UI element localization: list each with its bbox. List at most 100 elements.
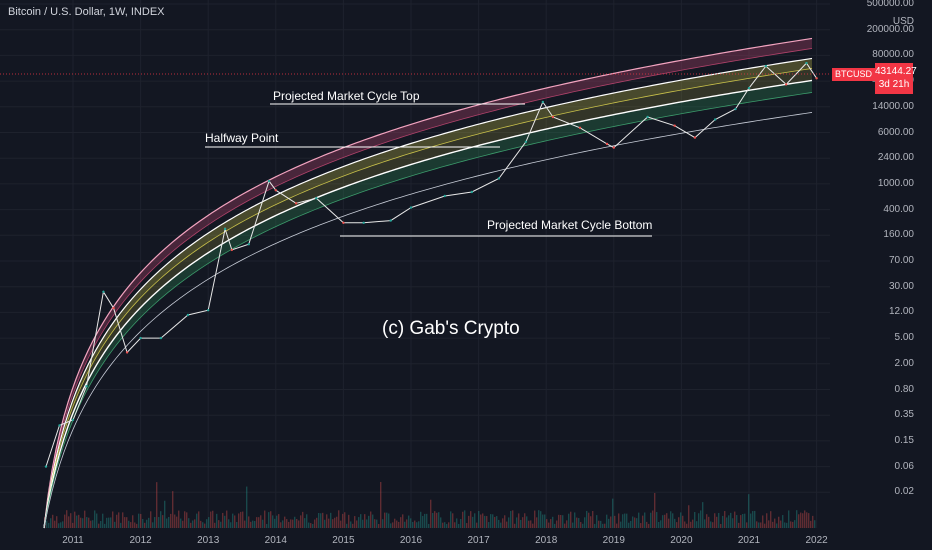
volume-bar — [616, 523, 618, 528]
volume-bar — [380, 481, 382, 528]
volume-bar — [568, 513, 570, 528]
volume-bar — [420, 511, 422, 528]
volume-bar — [402, 514, 404, 528]
symbol-tag: BTCUSD — [832, 68, 876, 81]
volume-bar — [408, 515, 410, 528]
volume-bar — [218, 520, 220, 528]
volume-bar — [62, 521, 64, 528]
time-tick-label: 2013 — [197, 535, 220, 546]
volume-bar — [526, 516, 528, 528]
volume-bar — [796, 510, 798, 528]
volume-bar — [736, 515, 738, 528]
price-point — [223, 227, 227, 231]
volume-bar — [78, 514, 80, 528]
price-axis-unit: USD — [892, 16, 914, 27]
price-tick-label: 30.00 — [888, 280, 914, 292]
volume-bar — [120, 522, 122, 528]
time-tick-label: 2016 — [399, 535, 423, 546]
volume-bar — [342, 513, 344, 528]
price-point — [605, 142, 609, 146]
volume-bar — [102, 513, 104, 528]
volume-bar — [464, 510, 466, 528]
price-point — [125, 351, 129, 354]
price-point — [112, 306, 115, 310]
volume-bar — [686, 523, 688, 528]
volume-bar — [198, 511, 200, 528]
volume-bar — [248, 516, 250, 528]
volume-bar — [246, 486, 248, 528]
volume-bar — [314, 519, 316, 528]
volume-bar — [592, 511, 594, 528]
price-tick-label: 2400.00 — [877, 152, 914, 164]
price-point — [247, 243, 250, 246]
volume-bar — [112, 511, 114, 528]
volume-bar — [242, 511, 244, 528]
volume-bar — [570, 511, 572, 528]
price-point — [207, 309, 210, 312]
volume-bar — [756, 521, 758, 528]
volume-bar — [696, 521, 698, 528]
volume-bar — [64, 514, 66, 528]
volume-bar — [238, 513, 240, 528]
price-point — [784, 83, 788, 86]
volume-bar — [304, 518, 306, 528]
volume-bar — [114, 521, 116, 528]
volume-bar — [376, 519, 378, 528]
volume-bar — [152, 522, 154, 528]
price-point — [58, 424, 61, 427]
volume-bar — [450, 511, 452, 528]
volume-bar — [256, 517, 258, 528]
volume-bar — [634, 517, 636, 528]
volume-bar — [212, 510, 214, 528]
volume-bar — [500, 522, 502, 528]
volume-bar — [560, 514, 562, 528]
volume-bar — [716, 516, 718, 528]
volume-bar — [414, 520, 416, 528]
price-tick-label: 500000.00 — [866, 0, 914, 9]
volume-bar — [660, 520, 662, 528]
volume-bar — [66, 510, 68, 528]
volume-bar — [422, 515, 424, 528]
volume-bar — [90, 520, 92, 528]
volume-bar — [412, 521, 414, 528]
volume-bar — [424, 513, 426, 528]
volume-bar — [668, 518, 670, 528]
band-curve — [43, 92, 813, 529]
volume-bar — [72, 522, 74, 528]
volume-bar — [160, 511, 162, 528]
price-tick-label: 6000.00 — [877, 126, 914, 138]
volume-bar — [100, 520, 102, 528]
volume-bar — [166, 518, 168, 528]
volume-bar — [274, 518, 276, 528]
price-point — [815, 77, 818, 80]
price-point — [747, 86, 751, 90]
volume-bar — [278, 514, 280, 528]
volume-bar — [356, 520, 358, 528]
annotation-cycle-bottom: Projected Market Cycle Bottom — [487, 218, 653, 232]
price-point — [294, 202, 298, 205]
volume-bar — [302, 511, 304, 528]
volume-bar — [298, 520, 300, 528]
volume-bar — [88, 517, 90, 528]
volume-bar — [698, 513, 700, 528]
volume-bar — [192, 520, 194, 528]
volume-bar — [222, 512, 224, 528]
volume-bar — [68, 516, 70, 528]
volume-bar — [712, 522, 714, 528]
volume-bar — [646, 521, 648, 528]
time-tick-label: 2015 — [332, 535, 355, 546]
volume-bar — [766, 513, 768, 528]
volume-bar — [708, 516, 710, 528]
volume-bar — [596, 515, 598, 528]
volume-bar — [788, 510, 790, 528]
volume-bar — [720, 523, 722, 528]
volume-bar — [234, 515, 236, 528]
volume-bar — [322, 512, 324, 528]
price-point — [673, 124, 676, 127]
volume-bar — [524, 513, 526, 528]
volume-bar — [50, 518, 52, 528]
volume-bar — [794, 520, 796, 528]
volume-bar — [586, 510, 588, 528]
volume-bar — [442, 522, 444, 528]
